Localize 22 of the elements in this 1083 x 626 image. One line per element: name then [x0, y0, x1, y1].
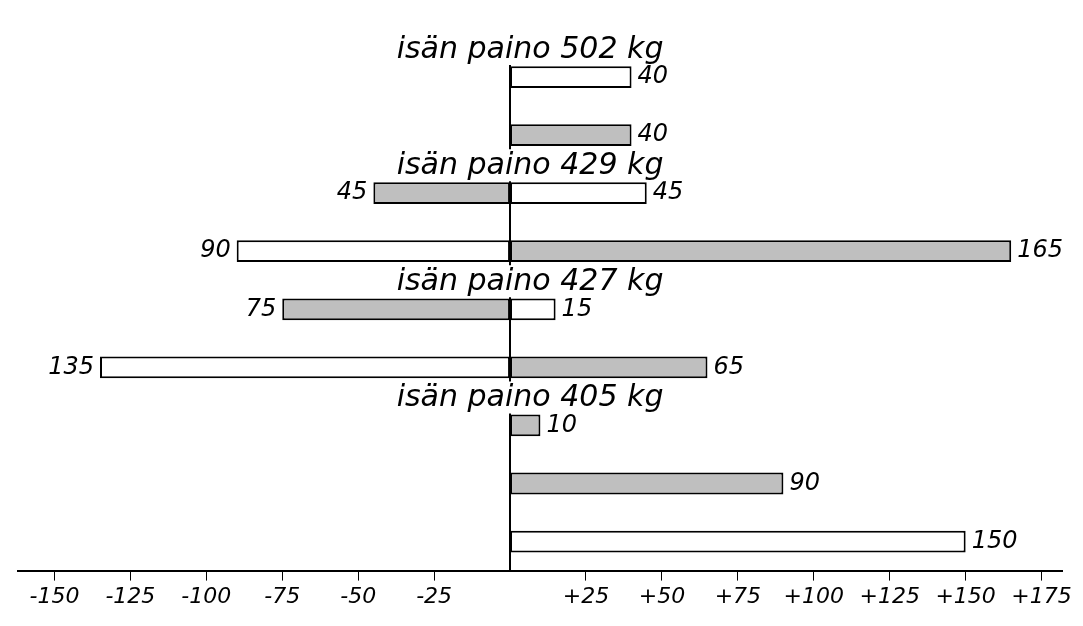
- x-tick-label: -100: [181, 582, 232, 608]
- data-label: 90: [200, 235, 231, 264]
- data-label: 75: [245, 293, 277, 322]
- x-tick-label: +100: [783, 582, 844, 608]
- x-tick-label: -25: [416, 582, 453, 608]
- x-tick-label: -50: [340, 582, 377, 608]
- x-tick-label: +50: [638, 582, 686, 608]
- data-label: 90: [789, 467, 820, 496]
- data-label: 65: [713, 351, 745, 380]
- x-tick-label: +175: [1011, 582, 1072, 608]
- data-label: 40: [637, 119, 669, 148]
- x-tick-label: -125: [105, 582, 156, 608]
- x-tick-label: -150: [29, 582, 80, 608]
- x-tick-label: -75: [264, 582, 301, 608]
- data-label: 135: [48, 351, 95, 380]
- data-label: 165: [1017, 235, 1064, 264]
- data-label: 150: [971, 525, 1018, 554]
- data-label: 45: [336, 177, 368, 206]
- x-tick-label: +125: [859, 582, 920, 608]
- x-tick-label: +75: [714, 582, 762, 608]
- x-tick-label: +150: [935, 582, 996, 608]
- x-tick-label: +25: [562, 582, 610, 608]
